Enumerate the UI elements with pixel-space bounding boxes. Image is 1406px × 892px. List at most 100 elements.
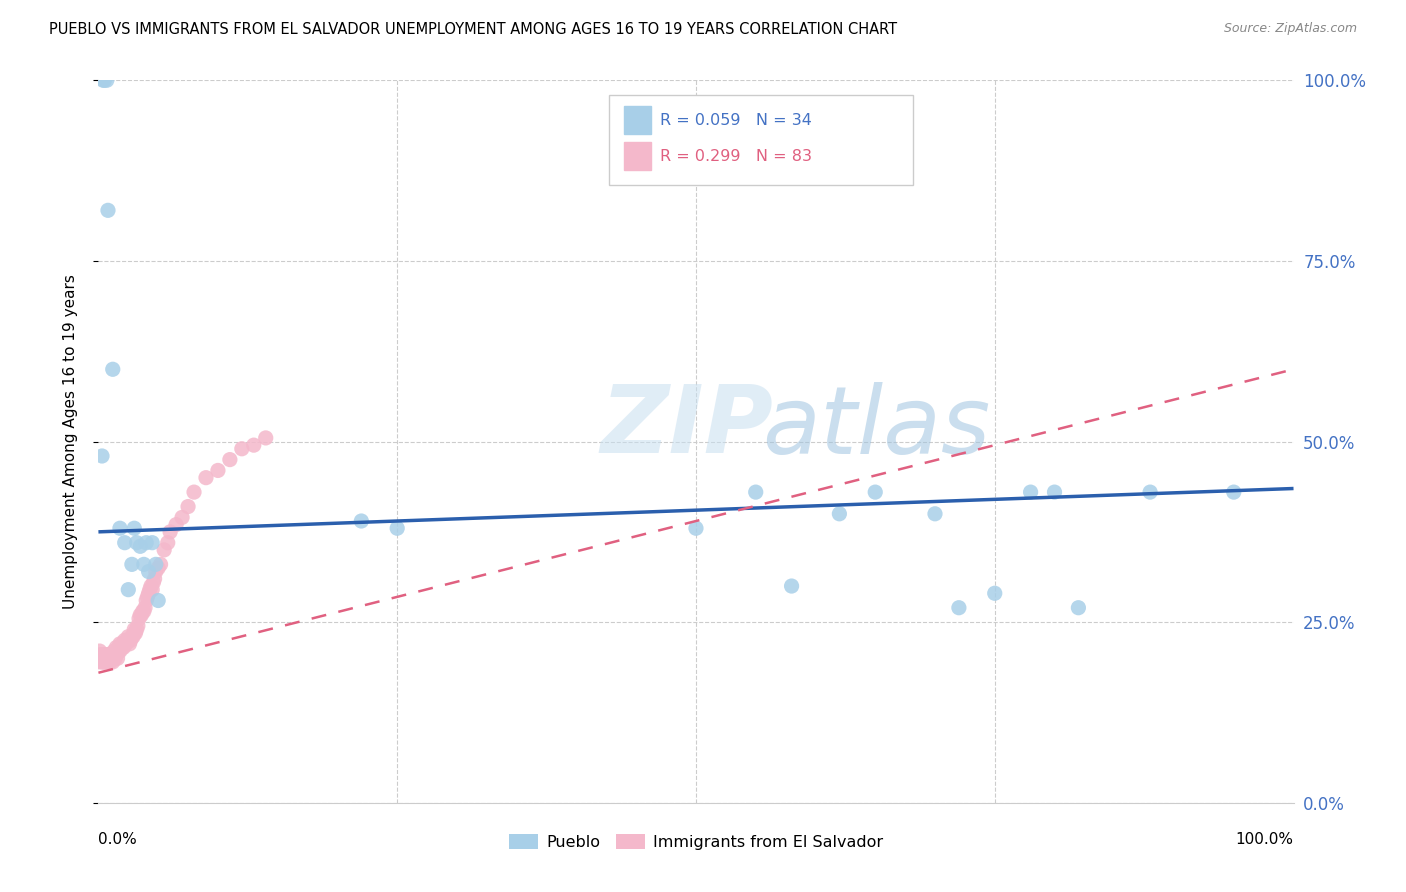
Point (129, 539, 152, 553)
Text: R = 0.059   N = 34: R = 0.059 N = 34 (661, 112, 813, 128)
Text: PUEBLO VS IMMIGRANTS FROM EL SALVADOR UNEMPLOYMENT AMONG AGES 16 TO 19 YEARS COR: PUEBLO VS IMMIGRANTS FROM EL SALVADOR UN… (49, 22, 897, 37)
Point (131, 604, 153, 618)
Point (115, 637, 138, 651)
Point (108, 637, 131, 651)
Point (117, 582, 139, 597)
Point (139, 582, 162, 597)
Point (91, 651, 114, 665)
Point (125, 535, 148, 549)
Point (98, 651, 122, 665)
Point (148, 561, 170, 575)
Point (112, 640, 135, 655)
Point (93, 73, 115, 87)
Point (124, 626, 146, 640)
Point (136, 590, 159, 604)
Point (94, 651, 117, 665)
Point (121, 630, 143, 644)
Point (114, 637, 136, 651)
Point (135, 535, 157, 549)
Point (745, 485, 768, 500)
Point (828, 507, 851, 521)
Text: 0.0%: 0.0% (98, 831, 138, 847)
Point (111, 637, 134, 651)
Point (117, 633, 139, 648)
Point (138, 586, 160, 600)
Point (101, 655, 124, 669)
Text: ZIP: ZIP (600, 381, 773, 473)
Point (111, 640, 134, 655)
Point (172, 510, 194, 524)
Point (90, 651, 112, 665)
Point (97, 651, 120, 665)
Point (96, 73, 118, 87)
Text: R = 0.299   N = 83: R = 0.299 N = 83 (661, 149, 813, 163)
Point (118, 637, 141, 651)
Point (948, 600, 970, 615)
Point (89, 655, 111, 669)
Point (108, 521, 131, 535)
Point (149, 558, 172, 572)
Point (231, 442, 253, 456)
Point (115, 633, 138, 648)
Point (685, 521, 707, 535)
Point (91, 73, 114, 87)
Point (131, 607, 153, 622)
Point (122, 630, 145, 644)
Point (125, 623, 148, 637)
Point (117, 630, 139, 644)
Point (254, 431, 277, 445)
Point (101, 362, 124, 376)
Point (124, 521, 146, 535)
Text: 100.0%: 100.0% (1236, 831, 1294, 847)
Point (780, 579, 803, 593)
Point (94, 648, 117, 662)
Point (132, 604, 155, 618)
Point (108, 644, 131, 658)
Point (103, 644, 125, 658)
Point (165, 517, 187, 532)
Point (219, 452, 242, 467)
Point (91, 648, 114, 662)
Point (145, 565, 167, 579)
Point (97, 655, 120, 669)
Point (1043, 485, 1066, 500)
Point (153, 542, 176, 557)
Point (91, 655, 114, 669)
Text: Source: ZipAtlas.com: Source: ZipAtlas.com (1223, 22, 1357, 36)
Point (139, 579, 162, 593)
Point (114, 535, 136, 549)
Point (96, 648, 118, 662)
Point (98, 648, 121, 662)
Point (183, 485, 205, 500)
Point (121, 558, 143, 572)
Point (385, 521, 409, 535)
Point (110, 640, 132, 655)
Bar (624, 143, 651, 169)
Point (128, 611, 150, 625)
Point (105, 648, 128, 662)
Point (159, 524, 181, 539)
Point (1223, 485, 1246, 500)
Text: atlas: atlas (762, 382, 990, 473)
Point (90, 648, 112, 662)
Point (124, 623, 146, 637)
Point (91, 655, 114, 669)
Point (89, 644, 111, 658)
Point (107, 651, 129, 665)
Point (97, 203, 120, 218)
Point (129, 607, 152, 622)
Point (96, 651, 118, 665)
Y-axis label: Unemployment Among Ages 16 to 19 years: Unemployment Among Ages 16 to 19 years (63, 274, 77, 609)
Point (93, 655, 115, 669)
Point (141, 535, 163, 549)
Point (124, 626, 146, 640)
Point (135, 593, 157, 607)
Point (93, 655, 115, 669)
Point (138, 565, 160, 579)
Point (1019, 485, 1042, 500)
Point (134, 600, 156, 615)
Point (195, 470, 218, 484)
Point (91, 449, 114, 463)
Point (207, 463, 229, 477)
Point (177, 500, 200, 514)
